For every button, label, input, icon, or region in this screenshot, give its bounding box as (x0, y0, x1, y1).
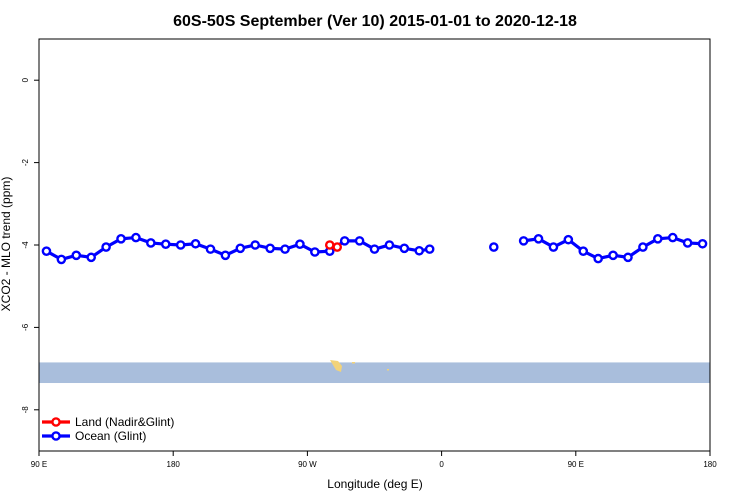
data-point (146, 238, 156, 248)
map-land-south-america (330, 360, 342, 372)
x-tick-label: 90 E (568, 460, 584, 469)
data-point (578, 246, 589, 256)
data-point (190, 238, 201, 249)
x-tick-label: 180 (167, 460, 181, 469)
map-land-islet (387, 369, 389, 371)
data-point (310, 247, 320, 257)
chart-title: 60S-50S September (Ver 10) 2015-01-01 to… (173, 13, 577, 30)
data-point (220, 250, 231, 261)
data-point (608, 250, 618, 261)
data-point (280, 244, 290, 254)
legend-label: Ocean (Glint) (75, 429, 146, 443)
data-point (354, 236, 365, 246)
data-point (265, 243, 275, 254)
data-point (332, 242, 343, 252)
x-tick-label: 180 (703, 460, 717, 469)
data-point (653, 234, 663, 244)
data-point (295, 239, 305, 249)
y-tick-label: -4 (21, 241, 30, 249)
data-point (86, 252, 96, 263)
data-point (324, 240, 335, 250)
plot-area: 90 E 180 90 W 0 90 E 180 0 -2 -4 -6 -8 Land (Nadir&… (21, 38, 717, 469)
data-point (667, 232, 678, 243)
data-point (41, 246, 52, 256)
data-point (518, 236, 529, 246)
data-point (101, 242, 111, 252)
data-point (593, 253, 603, 264)
data-point (250, 240, 261, 250)
data-point (682, 238, 693, 248)
data-point (175, 240, 186, 250)
x-axis-label: Longitude (deg E) (327, 477, 422, 491)
y-tick-label: 0 (21, 77, 30, 82)
x-tick-label: 0 (439, 460, 444, 469)
data-point (488, 242, 499, 252)
data-point (399, 243, 410, 254)
data-point (369, 244, 380, 254)
data-point (697, 238, 708, 249)
data-point (533, 234, 544, 244)
legend-label: Land (Nadir&Glint) (75, 415, 174, 429)
data-point (116, 234, 126, 244)
x-tick-label: 90 E (31, 460, 47, 469)
y-axis-label: XCO2 - MLO trend (ppm) (0, 177, 13, 312)
map-strip (39, 362, 710, 384)
data-point (71, 250, 82, 261)
y-tick-label: -6 (21, 323, 30, 331)
map-land-islet (352, 362, 355, 364)
data-point (131, 232, 141, 243)
data-point (638, 242, 648, 252)
data-point (414, 245, 425, 256)
legend-marker (51, 431, 61, 441)
data-point (623, 252, 633, 263)
data-point (424, 244, 435, 254)
data-point (563, 234, 574, 245)
data-point (56, 254, 67, 265)
data-point (548, 242, 559, 252)
y-tick-label: -8 (21, 406, 30, 414)
data-point (235, 243, 246, 254)
data-point (205, 244, 216, 254)
data-point (339, 236, 350, 246)
data-point (384, 240, 395, 250)
y-tick-label: -2 (21, 158, 30, 166)
data-point (160, 239, 171, 249)
x-tick-label: 90 W (298, 460, 317, 469)
legend-marker (51, 417, 61, 427)
